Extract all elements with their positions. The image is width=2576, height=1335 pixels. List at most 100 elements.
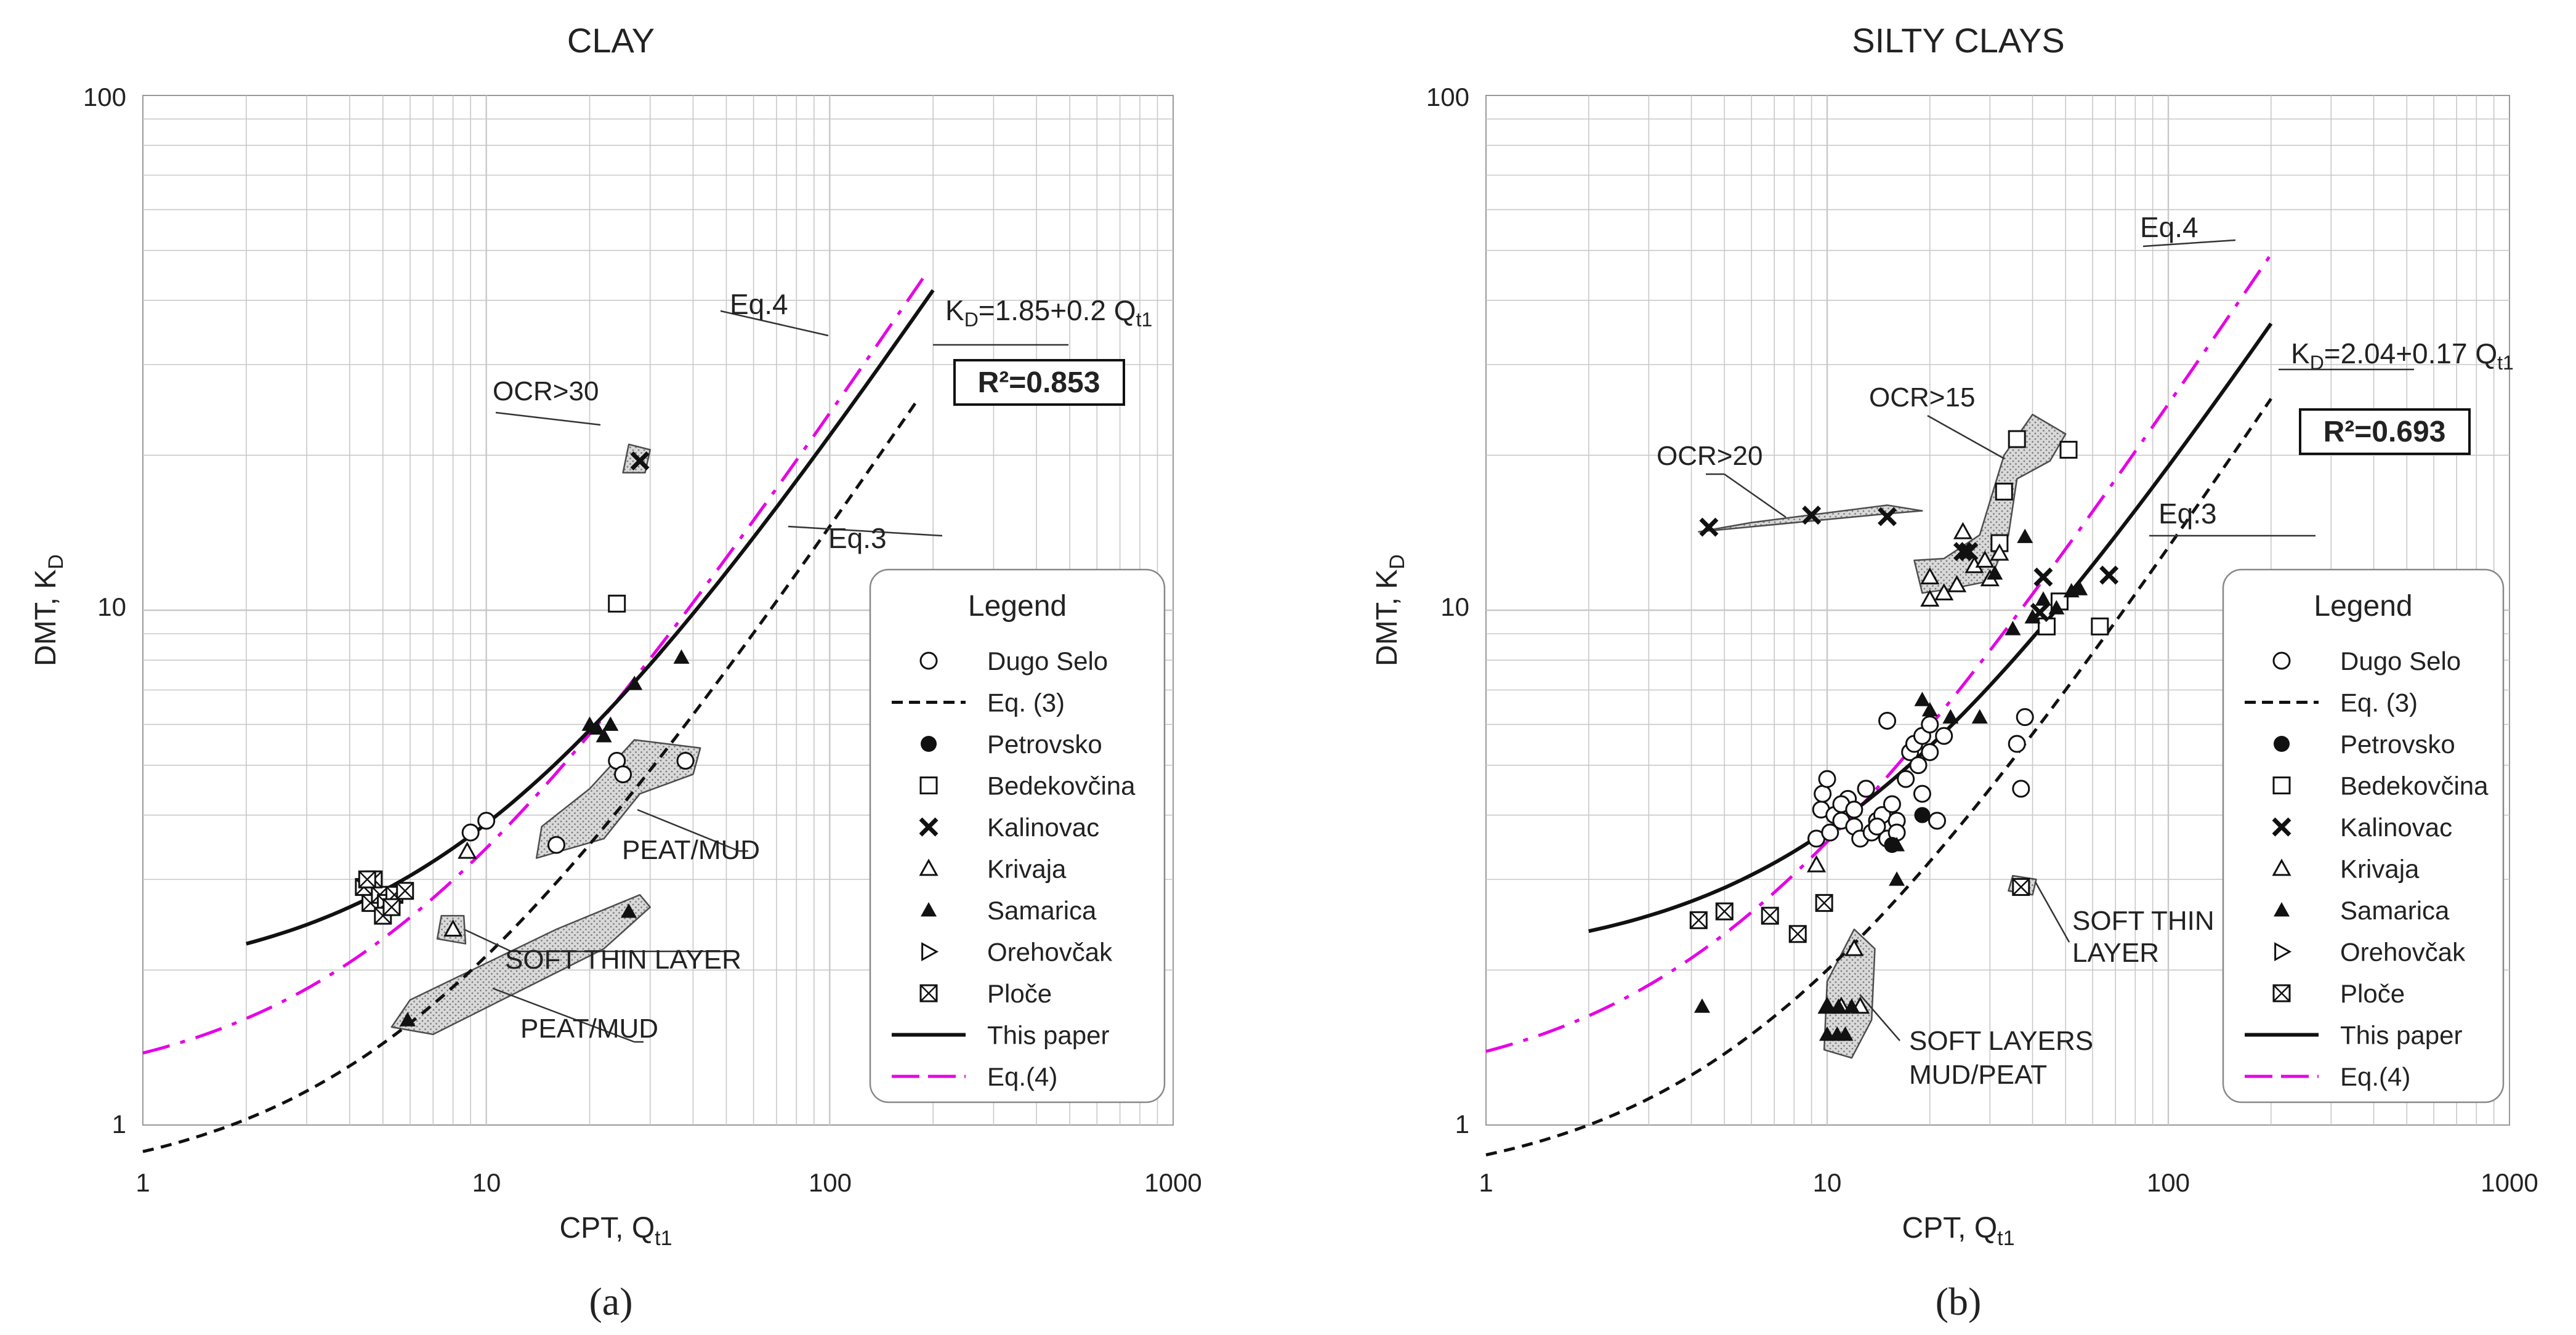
- eq3-line: [142, 399, 919, 1153]
- marker-triangle-open: [2272, 858, 2291, 876]
- marker-triangle: [399, 1012, 416, 1026]
- chart-title-a: CLAY: [567, 21, 655, 60]
- marker-boxx-x: [1789, 925, 1807, 943]
- marker-triangle: [626, 676, 643, 690]
- peat2-label: PEAT/MUD: [520, 1014, 658, 1044]
- marker-cross: [630, 451, 650, 471]
- chart-layer-a: Eq.4 Eq.3 KD=1.85+0.2 Qt1 R²=0.853 OCR>30 PEA…: [142, 95, 1173, 1153]
- x-tick-a-100: 100: [809, 1168, 852, 1197]
- peat1-leader: [637, 809, 740, 852]
- marker-boxx-x: [920, 985, 937, 1002]
- r2-box: [953, 359, 1125, 406]
- marker-triangle: [1987, 565, 2003, 580]
- marker-circle: [1845, 801, 1863, 819]
- marker-boxx-x: [383, 898, 400, 916]
- y-tick-b-100: 100: [1426, 83, 1469, 111]
- marker-circle: [2016, 708, 2034, 727]
- zone-peat1: [535, 739, 701, 859]
- marker-triangle-open: [1920, 589, 1940, 607]
- x-axis-label-a: CPT, Qt1: [559, 1212, 672, 1250]
- kd-main: K: [2291, 337, 2310, 369]
- marker-triangle: [2017, 528, 2033, 543]
- marker-circle: [2012, 780, 2030, 798]
- marker-circle: [676, 751, 695, 770]
- legend-title: Legend: [2314, 590, 2412, 623]
- marker-triangle: [673, 649, 690, 664]
- eq4-line: [142, 273, 927, 1055]
- y-tick-b-10: 10: [1440, 592, 1469, 621]
- marker-triangle: [1921, 702, 1938, 717]
- kd-formula: KD=1.85+0.2 Qt1: [945, 294, 1152, 331]
- marker-circle: [547, 836, 565, 854]
- zone-peat2: [390, 893, 651, 1036]
- marker-circle: [1909, 756, 1928, 775]
- eq4-leader: [2142, 239, 2236, 248]
- marker-triangle-open: [1990, 543, 2009, 561]
- marker-triangle: [2024, 609, 2041, 624]
- r2-box: [2299, 408, 2471, 455]
- chart-layer-b: Eq.4 Eq.3 KD=2.04+0.17 Qt1 R²=0.693 OCR>20 OC…: [1485, 95, 2514, 1156]
- legend-label: This paper: [2340, 1021, 2462, 1050]
- panel-label-b: (b): [1936, 1280, 1982, 1323]
- softlayers-label-2: MUD/PEAT: [1909, 1060, 2047, 1090]
- marker-triangle-open: [458, 841, 477, 859]
- marker-circle: [1928, 812, 1947, 830]
- ocr15-leader: [1927, 414, 2005, 460]
- kd-sub2: t1: [1136, 309, 1153, 331]
- legend-label: Kalinovac: [2340, 813, 2452, 842]
- soft-thin-label: SOFT THIN LAYER: [505, 945, 741, 975]
- marker-triangle-open: [1953, 522, 1973, 539]
- marker-circle: [2008, 735, 2026, 753]
- marker-square: [2008, 430, 2026, 448]
- legend-label: Bedekovčina: [987, 772, 1136, 801]
- x-tick-b-1: 1: [1479, 1168, 1493, 1197]
- series-bedekov-ina: [608, 594, 626, 613]
- y-tick-a-1: 1: [112, 1110, 126, 1139]
- marker-boxx-x: [1716, 903, 1734, 920]
- eq3-line: [1485, 398, 2272, 1156]
- ocr20-label: OCR>20: [1657, 441, 1762, 471]
- legend-label: Dugo Selo: [2340, 647, 2461, 676]
- marker-boxx-x: [2273, 985, 2290, 1002]
- softlayers-leader: [1859, 994, 1900, 1041]
- kd-formula-text: =1.85+0.2 Q: [979, 294, 1136, 326]
- kd-formula: KD=2.04+0.17 Qt1: [2291, 337, 2514, 374]
- marker-square: [2272, 776, 2291, 794]
- marker-triangle: [1942, 709, 1959, 724]
- eq4-leader: [720, 310, 829, 337]
- marker-circle: [1818, 770, 1836, 788]
- legend-label: Petrovsko: [987, 730, 1102, 759]
- y-axis-label-a: DMT, KD: [30, 554, 68, 666]
- softthin-leader: [2034, 881, 2070, 943]
- marker-boxx-x: [1815, 894, 1833, 912]
- kd-sub2: t1: [2497, 352, 2514, 374]
- legend-label: Eq.(4): [987, 1062, 1057, 1091]
- marker-triangle-open: [1934, 583, 1954, 600]
- legend-label: Ploče: [987, 979, 1052, 1008]
- legend-a: Legend Dugo Selo Eq. (3) Petrovsko Bedekovči…: [869, 568, 1166, 1103]
- ocr-leader: [495, 411, 601, 426]
- eq4-line: [1485, 253, 2272, 1053]
- marker-triangle: [1843, 998, 1860, 1013]
- marker-circle: [1821, 823, 1839, 842]
- marker-square: [608, 594, 626, 613]
- marker-cross: [1953, 542, 1972, 562]
- eq3-label: Eq.3: [828, 522, 887, 554]
- legend-label: Eq.(4): [2340, 1062, 2410, 1091]
- marker-triangle-open: [1844, 938, 1864, 956]
- x-tick-b-1000: 1000: [2481, 1168, 2538, 1197]
- series-plo-e: [1689, 877, 2030, 943]
- eq4-label: Eq.4: [730, 288, 788, 320]
- peat2-leader: [492, 987, 635, 1043]
- chart-title-b: SILTY CLAYS: [1852, 21, 2065, 60]
- marker-circle: [477, 812, 496, 830]
- marker-triangle: [2035, 591, 2051, 606]
- marker-tri-right: [2274, 942, 2292, 962]
- marker-dot: [921, 736, 937, 752]
- marker-circle: [1921, 743, 1939, 762]
- marker-circle: [2272, 651, 2291, 670]
- marker-triangle-open: [443, 919, 463, 937]
- kd-formula-text: =2.04+0.17 Q: [2324, 337, 2497, 369]
- legend-label: Krivaja: [987, 855, 1067, 884]
- marker-triangle: [1889, 871, 1905, 886]
